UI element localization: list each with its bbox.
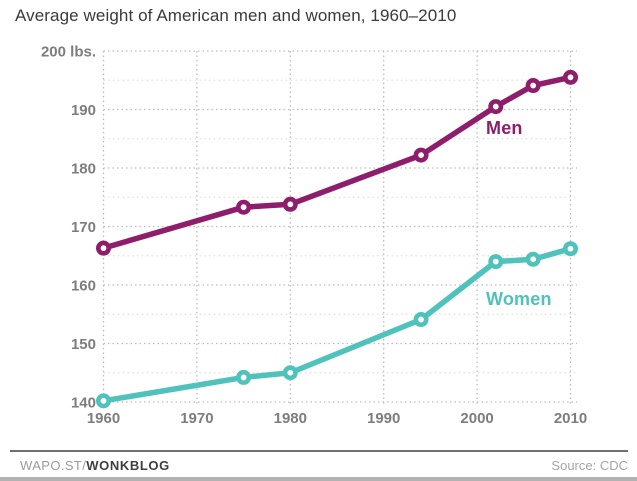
data-point-marker: [413, 312, 429, 328]
data-point-marker: [488, 254, 504, 270]
x-tick-label: 2010: [554, 410, 587, 427]
y-tick-label: 160: [71, 278, 96, 295]
data-point-marker: [96, 393, 112, 409]
data-point-marker: [525, 251, 541, 267]
data-point-marker: [413, 147, 429, 163]
x-tick-label: 1980: [274, 410, 307, 427]
footer-source: Source: CDC: [551, 458, 628, 473]
x-tick-label: 2000: [460, 410, 493, 427]
data-point-marker: [236, 369, 252, 385]
x-tick-label: 1970: [180, 410, 213, 427]
data-point-marker: [236, 199, 252, 215]
y-tick-label: 150: [71, 336, 96, 353]
y-tick-label: 190: [71, 102, 96, 119]
footer-divider: [10, 450, 628, 452]
y-tick-label: 180: [71, 161, 96, 178]
series-line-women: [100, 245, 574, 404]
footer-brand: WAPO.ST/WONKBLOG: [20, 456, 170, 476]
x-tick-label: 1990: [367, 410, 400, 427]
bottom-border-strip: [0, 477, 637, 481]
x-tick-label: 1960: [87, 410, 120, 427]
data-point-marker: [282, 196, 298, 212]
footer-brand-name: WONKBLOG: [86, 458, 170, 473]
footer: WAPO.ST/WONKBLOG Source: CDC: [0, 456, 637, 476]
data-point-marker: [282, 365, 298, 381]
data-point-marker: [525, 78, 541, 94]
y-tick-label: 200 lbs.: [41, 44, 96, 61]
data-point-marker: [562, 69, 578, 85]
data-point-marker: [488, 99, 504, 115]
y-tick-label: 140: [71, 395, 96, 412]
data-point-marker: [96, 240, 112, 256]
y-tick-label: 170: [71, 219, 96, 236]
series-label-women: Women: [486, 289, 552, 309]
series-label-men: Men: [486, 118, 523, 138]
data-point-marker: [562, 241, 578, 257]
chart-title: Average weight of American men and women…: [15, 6, 457, 25]
footer-brand-prefix: WAPO.ST/: [20, 458, 87, 473]
